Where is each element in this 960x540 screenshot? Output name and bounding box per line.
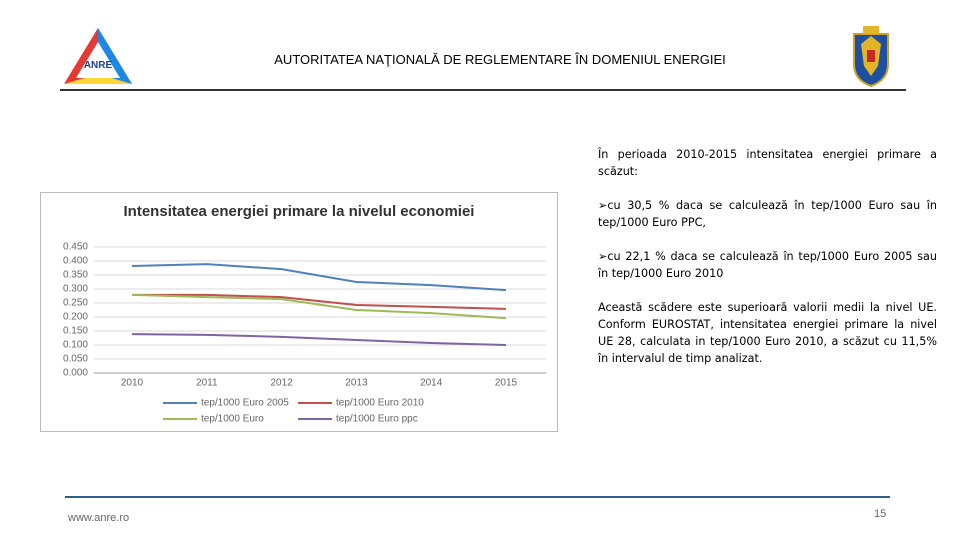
y-tick-label: 0.400 — [63, 256, 88, 267]
text-column: În perioada 2010-2015 intensitatea energ… — [598, 146, 937, 384]
series-line — [131, 333, 507, 346]
x-tick-label: 2015 — [495, 378, 518, 389]
series-line — [131, 293, 507, 320]
y-tick-label: 0.450 — [63, 242, 88, 253]
x-tick-label: 2013 — [345, 378, 368, 389]
series-line — [132, 293, 507, 310]
paragraph: ➢cu 30,5 % daca se calculează în tep/100… — [598, 199, 937, 229]
logo-inner — [76, 42, 120, 78]
legend-label: tep/1000 Euro ppc — [336, 414, 418, 425]
x-tick-label: 2010 — [121, 378, 144, 389]
header-title: AUTORITATEA NAŢIONALĂ DE REGLEMENTARE ÎN… — [274, 52, 726, 67]
chart-title: Intensitatea energiei primare la nivelul… — [123, 203, 475, 220]
y-tick-label: 0.300 — [63, 284, 88, 295]
logo-text: ANRE — [84, 60, 113, 71]
legend-label: tep/1000 Euro 2010 — [336, 398, 424, 409]
chart-frame: 0.000 0.050 0.100 0.150 0.200 0.250 0.300 0.350… — [40, 192, 558, 432]
footer-website: www.anre.ro — [68, 512, 130, 524]
y-tick-label: 0.150 — [63, 326, 88, 337]
x-tick-label: 2014 — [420, 378, 443, 389]
footer-rule — [65, 496, 890, 498]
y-tick-label: 0.050 — [63, 354, 88, 365]
anre-logo: ANRE — [64, 28, 132, 84]
header-rule — [60, 89, 906, 91]
legend-label: tep/1000 Euro — [201, 414, 264, 425]
y-tick-label: 0.350 — [63, 270, 88, 281]
emblem — [867, 50, 875, 62]
paragraph: Această scădere este superioară valorii … — [598, 301, 937, 365]
logo-triangle-base — [64, 74, 132, 84]
chart: 0.000 0.050 0.100 0.150 0.200 0.250 0.300 0.350… — [63, 242, 546, 425]
y-tick-label: 0.200 — [63, 312, 88, 323]
legend-label: tep/1000 Euro 2005 — [201, 398, 289, 409]
paragraph: În perioada 2010-2015 intensitatea energ… — [598, 148, 937, 178]
x-tick-label: 2012 — [270, 378, 293, 389]
series-line — [131, 263, 507, 292]
crown — [863, 26, 879, 34]
paragraph: ➢cu 22,1 % daca se calculează în tep/100… — [598, 250, 937, 280]
y-tick-label: 0.250 — [63, 298, 88, 309]
x-tick-label: 2011 — [196, 378, 218, 389]
y-tick-label: 0.100 — [63, 340, 88, 351]
y-tick-label: 0.000 — [63, 368, 88, 379]
coat-of-arms — [853, 26, 889, 88]
page-number: 15 — [874, 508, 887, 520]
